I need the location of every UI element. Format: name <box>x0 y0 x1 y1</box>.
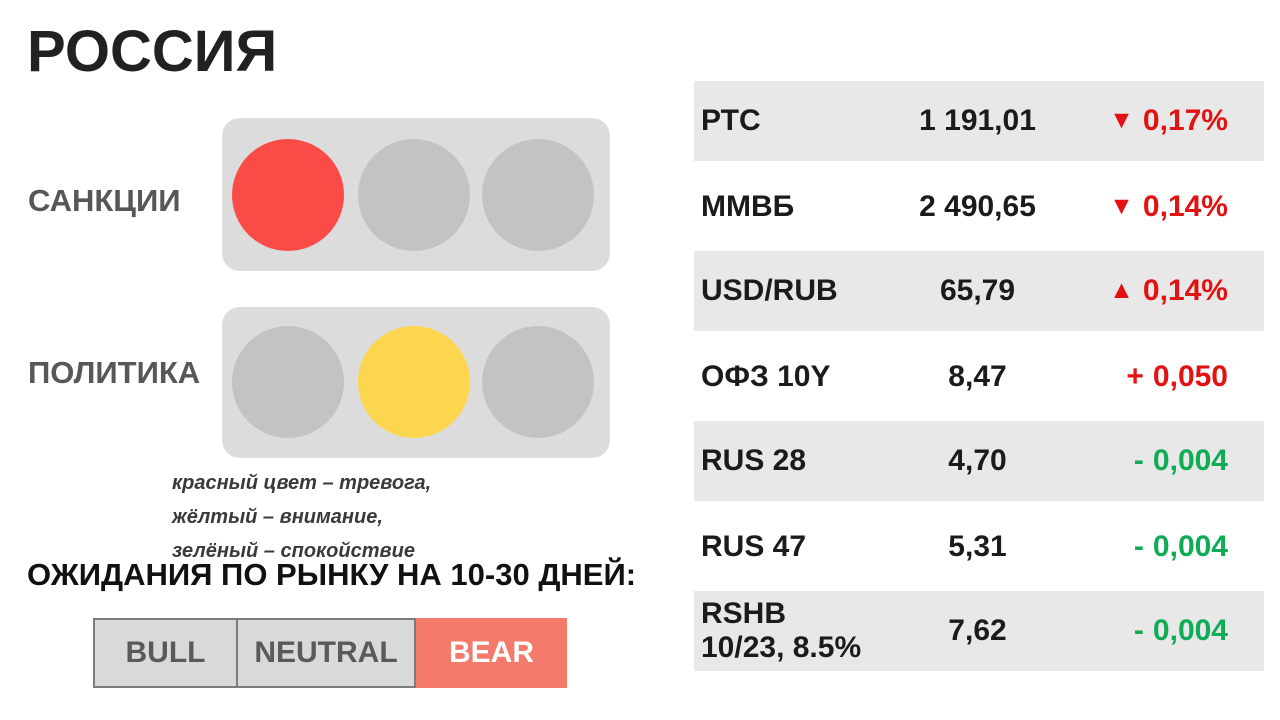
instrument-value: 4,70 <box>948 444 1007 477</box>
legend-line-yellow: жёлтый – внимание, <box>172 506 383 528</box>
triangle-up-icon: ▲ <box>1109 276 1134 304</box>
minus-sign: - <box>1133 529 1144 563</box>
politics-green-lamp <box>482 326 594 438</box>
instrument-value: 5,31 <box>948 529 1007 563</box>
change-value: 0,17% <box>1142 104 1228 137</box>
table-row-rts: РТС 1 191,01 ▼ 0,17% <box>694 79 1264 164</box>
change-value: 0,004 <box>1152 614 1228 647</box>
table-row-micex: ММВБ 2 490,65 ▼ 0,14% <box>694 164 1264 249</box>
politics-traffic-light <box>222 307 610 458</box>
instrument-change: ▼ 0,14% <box>1075 190 1264 224</box>
table-row-ofz10y: ОФЗ 10Y 8,47 +0,050 <box>694 334 1264 419</box>
instrument-value: 7,62 <box>948 614 1007 647</box>
instrument-change: +0,050 <box>1075 360 1264 394</box>
bull-button[interactable]: BULL <box>93 618 238 688</box>
minus-sign: - <box>1133 614 1144 647</box>
minus-sign: - <box>1133 444 1144 477</box>
instrument-name: RSHB 10/23, 8.5% <box>701 597 862 664</box>
traffic-light-legend: красный цвет – тревога, жёлтый – внимани… <box>172 466 431 568</box>
expectations-heading: ОЖИДАНИЯ ПО РЫНКУ НА 10-30 ДНЕЙ: <box>27 557 637 592</box>
change-value: 0,14% <box>1142 189 1228 223</box>
instrument-change: -0,004 <box>1075 530 1264 564</box>
instrument-name: RUS 28 <box>701 444 807 477</box>
instrument-change: ▼ 0,17% <box>1075 104 1264 138</box>
instrument-name: USD/RUB <box>701 274 838 307</box>
sanctions-traffic-light <box>222 118 610 271</box>
instrument-value: 65,79 <box>939 274 1016 307</box>
expectations-toggle: BULL NEUTRAL BEAR <box>93 618 567 688</box>
instrument-name: ОФЗ 10Y <box>701 359 831 393</box>
instrument-name: RUS 47 <box>701 529 807 563</box>
instrument-change: -0,004 <box>1075 614 1264 648</box>
change-value: 0,004 <box>1152 529 1228 563</box>
market-quotes-table: РТС 1 191,01 ▼ 0,17% ММВБ 2 490,65 ▼ 0,14%… <box>694 79 1264 674</box>
change-value: 0,14% <box>1142 274 1228 307</box>
instrument-value: 1 191,01 <box>919 104 1036 137</box>
table-row-rus28: RUS 28 4,70 -0,004 <box>694 419 1264 504</box>
triangle-down-icon: ▼ <box>1109 191 1134 220</box>
change-value: 0,004 <box>1152 444 1228 477</box>
politics-red-lamp <box>232 326 344 438</box>
legend-line-green: зелёный – спокойствие <box>172 540 415 562</box>
table-row-usdrub: USD/RUB 65,79 ▲ 0,14% <box>694 249 1264 334</box>
politics-label: ПОЛИТИКА <box>28 355 201 390</box>
instrument-value: 8,47 <box>948 359 1007 393</box>
table-row-rshb: RSHB 10/23, 8.5% 7,62 -0,004 <box>694 589 1264 674</box>
neutral-button[interactable]: NEUTRAL <box>236 618 416 688</box>
instrument-value: 2 490,65 <box>919 189 1036 223</box>
instrument-change: -0,004 <box>1075 444 1264 478</box>
page-title: РОССИЯ <box>27 19 278 84</box>
change-value: 0,050 <box>1152 359 1228 393</box>
triangle-down-icon: ▼ <box>1109 106 1134 134</box>
instrument-name: РТС <box>701 104 761 137</box>
sanctions-green-lamp <box>482 139 594 251</box>
table-row-rus47: RUS 47 5,31 -0,004 <box>694 504 1264 589</box>
plus-sign: + <box>1126 359 1144 393</box>
sanctions-red-lamp <box>232 139 344 251</box>
bear-button[interactable]: BEAR <box>416 618 567 688</box>
instrument-change: ▲ 0,14% <box>1075 274 1264 308</box>
politics-yellow-lamp <box>358 326 470 438</box>
sanctions-yellow-lamp <box>358 139 470 251</box>
legend-line-red: красный цвет – тревога, <box>172 472 432 494</box>
sanctions-label: САНКЦИИ <box>28 183 181 218</box>
instrument-name: ММВБ <box>701 189 795 223</box>
